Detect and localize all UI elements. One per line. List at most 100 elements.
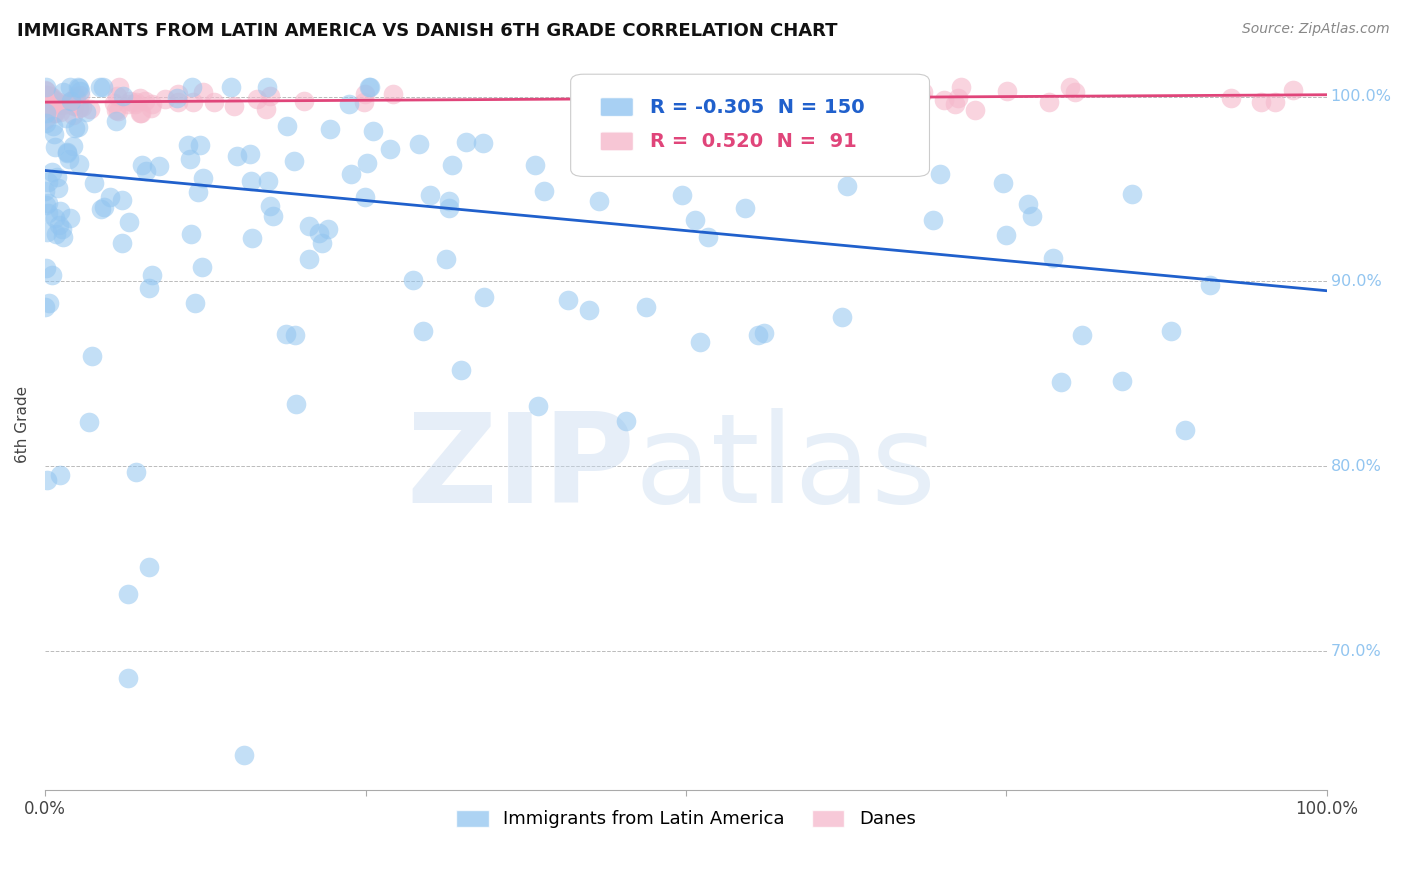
- Point: [67, 80, 90, 95]
- Point: [75, 104, 97, 119]
- Point: [995, 227, 1018, 242]
- Point: [292, 94, 315, 108]
- Text: R =  0.520  N =  91: R = 0.520 N = 91: [650, 132, 856, 151]
- Point: [575, 128, 598, 143]
- Point: [34, 93, 56, 107]
- Point: [148, 159, 170, 173]
- Point: [37, 473, 59, 487]
- Point: [257, 174, 280, 188]
- Point: [614, 414, 637, 428]
- Point: [965, 103, 987, 117]
- FancyBboxPatch shape: [600, 97, 634, 117]
- Point: [41, 165, 63, 179]
- Point: [139, 101, 162, 115]
- Point: [180, 227, 202, 241]
- Point: [37, 97, 59, 112]
- Point: [129, 91, 152, 105]
- Point: [950, 80, 973, 95]
- Point: [72, 100, 94, 114]
- Point: [37, 205, 59, 219]
- Point: [59, 80, 82, 95]
- FancyBboxPatch shape: [600, 132, 634, 151]
- Point: [46, 181, 69, 195]
- Point: [67, 157, 90, 171]
- Point: [354, 87, 377, 101]
- Point: [1038, 95, 1060, 109]
- Point: [177, 138, 200, 153]
- Point: [83, 176, 105, 190]
- Point: [38, 94, 60, 108]
- Point: [44, 140, 66, 154]
- Point: [191, 171, 214, 186]
- Point: [39, 89, 62, 103]
- Point: [259, 89, 281, 103]
- Point: [111, 236, 134, 251]
- Point: [276, 120, 298, 134]
- Point: [52, 96, 75, 111]
- Point: [103, 95, 125, 110]
- Point: [105, 113, 128, 128]
- Point: [839, 103, 862, 118]
- Point: [1071, 328, 1094, 343]
- Point: [45, 227, 67, 241]
- Point: [135, 164, 157, 178]
- Point: [226, 149, 249, 163]
- Point: [44, 105, 66, 120]
- Point: [283, 154, 305, 169]
- Point: [419, 187, 441, 202]
- Point: [454, 135, 477, 149]
- Point: [1042, 251, 1064, 265]
- Point: [408, 137, 430, 152]
- Point: [35, 106, 58, 120]
- Point: [276, 326, 298, 341]
- Point: [58, 152, 80, 166]
- Point: [65, 88, 87, 103]
- Point: [242, 230, 264, 244]
- Point: [308, 226, 330, 240]
- Point: [233, 747, 256, 762]
- Point: [117, 97, 139, 112]
- Point: [34, 83, 56, 97]
- Point: [922, 213, 945, 227]
- Point: [204, 95, 226, 109]
- Point: [337, 97, 360, 112]
- Point: [1264, 95, 1286, 109]
- Point: [34, 261, 56, 276]
- Point: [1199, 277, 1222, 292]
- Point: [42, 93, 65, 107]
- Point: [181, 80, 204, 95]
- Point: [49, 105, 72, 120]
- Point: [259, 199, 281, 213]
- Point: [63, 98, 86, 112]
- Point: [41, 268, 63, 282]
- Point: [256, 80, 278, 95]
- Point: [118, 215, 141, 229]
- Y-axis label: 6th Grade: 6th Grade: [15, 386, 30, 463]
- Point: [38, 91, 60, 105]
- Point: [34, 80, 56, 95]
- Point: [437, 194, 460, 208]
- Point: [769, 83, 792, 97]
- Point: [65, 91, 87, 105]
- Point: [190, 260, 212, 274]
- Point: [35, 94, 58, 108]
- Point: [117, 587, 139, 601]
- Point: [90, 202, 112, 217]
- Point: [298, 252, 321, 267]
- Point: [353, 95, 375, 110]
- Point: [100, 189, 122, 203]
- Point: [79, 102, 101, 116]
- Point: [58, 211, 80, 225]
- Point: [69, 84, 91, 98]
- Point: [993, 176, 1015, 190]
- Point: [112, 89, 135, 103]
- Point: [44, 211, 66, 225]
- Point: [69, 87, 91, 102]
- Point: [89, 80, 111, 95]
- Point: [911, 85, 934, 99]
- Point: [34, 184, 56, 198]
- Point: [125, 465, 148, 479]
- Point: [62, 138, 84, 153]
- Text: IMMIGRANTS FROM LATIN AMERICA VS DANISH 6TH GRADE CORRELATION CHART: IMMIGRANTS FROM LATIN AMERICA VS DANISH …: [17, 22, 838, 40]
- Point: [1281, 83, 1303, 97]
